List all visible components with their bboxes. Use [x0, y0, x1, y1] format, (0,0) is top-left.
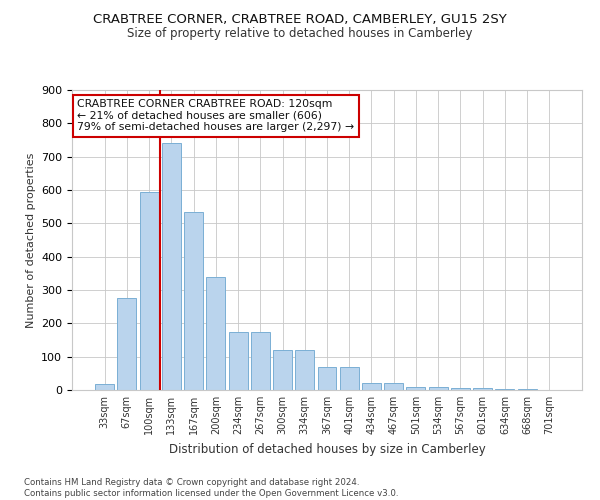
Bar — [429, 386, 448, 390]
Bar — [273, 350, 292, 390]
Bar — [317, 368, 337, 390]
Bar — [362, 382, 381, 390]
Bar — [295, 350, 314, 390]
Bar — [406, 386, 425, 390]
Text: Contains HM Land Registry data © Crown copyright and database right 2024.
Contai: Contains HM Land Registry data © Crown c… — [24, 478, 398, 498]
Bar — [451, 388, 470, 390]
Bar — [340, 368, 359, 390]
Text: CRABTREE CORNER CRABTREE ROAD: 120sqm
← 21% of detached houses are smaller (606): CRABTREE CORNER CRABTREE ROAD: 120sqm ← … — [77, 99, 354, 132]
Text: CRABTREE CORNER, CRABTREE ROAD, CAMBERLEY, GU15 2SY: CRABTREE CORNER, CRABTREE ROAD, CAMBERLE… — [93, 12, 507, 26]
Bar — [518, 388, 536, 390]
Bar — [184, 212, 203, 390]
Bar — [229, 332, 248, 390]
Bar — [140, 192, 158, 390]
Bar — [473, 388, 492, 390]
Bar — [95, 384, 114, 390]
Text: Size of property relative to detached houses in Camberley: Size of property relative to detached ho… — [127, 28, 473, 40]
Bar — [206, 276, 225, 390]
Bar — [496, 388, 514, 390]
Y-axis label: Number of detached properties: Number of detached properties — [26, 152, 35, 328]
X-axis label: Distribution of detached houses by size in Camberley: Distribution of detached houses by size … — [169, 442, 485, 456]
Bar — [251, 332, 270, 390]
Bar — [118, 298, 136, 390]
Bar — [162, 144, 181, 390]
Bar — [384, 382, 403, 390]
